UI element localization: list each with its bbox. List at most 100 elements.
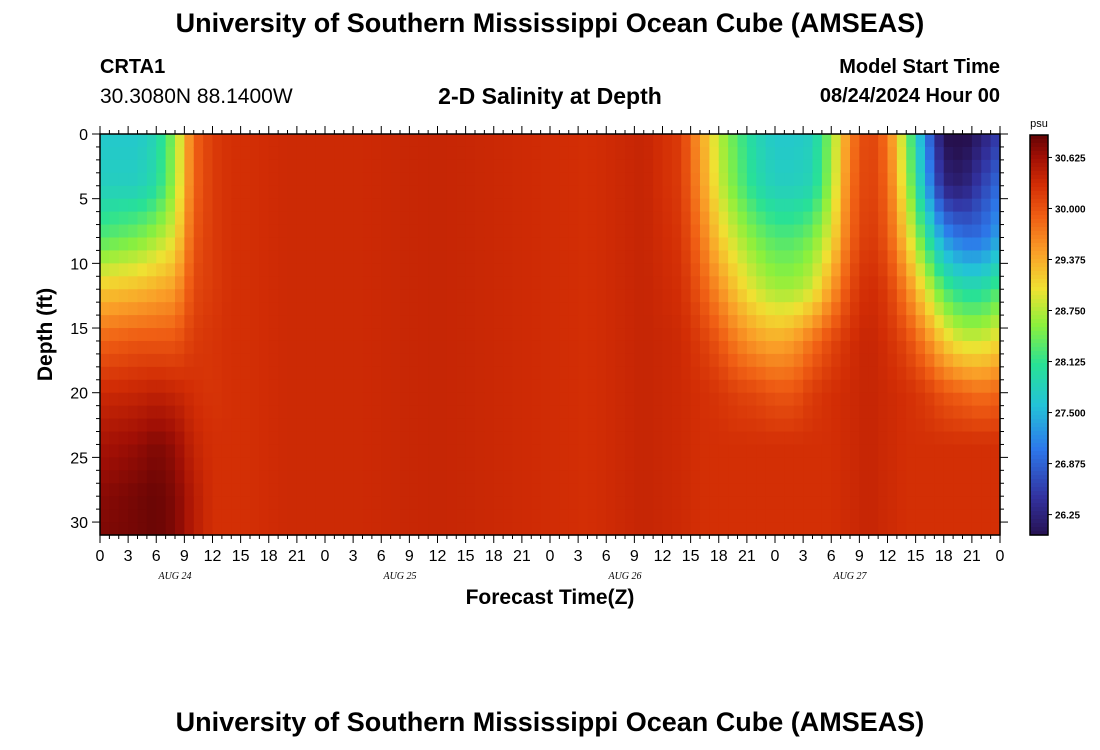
heatmap-cell: [221, 444, 232, 458]
heatmap-cell: [653, 224, 664, 239]
colorbar-segment: [1030, 271, 1048, 276]
x-tick-label: 18: [710, 548, 728, 565]
heatmap-cell: [446, 340, 457, 355]
heatmap-cell: [784, 405, 795, 420]
heatmap-cell: [521, 418, 532, 433]
heatmap-cell: [484, 263, 495, 277]
heatmap-cell: [484, 366, 495, 381]
heatmap-cell: [850, 134, 860, 148]
heatmap-cell: [418, 276, 429, 290]
heatmap-cell: [793, 379, 804, 394]
heatmap-cell: [765, 224, 776, 239]
heatmap-cell: [690, 457, 701, 471]
heatmap-cell: [268, 276, 279, 290]
heatmap-cell: [878, 392, 889, 407]
heatmap-cell: [250, 185, 260, 200]
heatmap-cell: [653, 470, 664, 484]
heatmap-cell: [728, 146, 739, 161]
heatmap-cell: [709, 353, 720, 368]
heatmap-cell: [784, 522, 795, 536]
heatmap-cell: [953, 457, 964, 471]
heatmap-cell: [943, 250, 954, 264]
heatmap-cell: [737, 146, 748, 161]
heatmap-cell: [709, 431, 720, 446]
heatmap-cell: [943, 224, 954, 239]
heatmap-cell: [606, 289, 617, 303]
heatmap-cell: [934, 366, 945, 381]
heatmap-cell: [737, 509, 748, 523]
heatmap-cell: [690, 250, 701, 264]
heatmap-cell: [353, 328, 364, 342]
heatmap-cell: [437, 366, 448, 381]
heatmap-cell: [175, 509, 185, 523]
heatmap-cell: [681, 431, 692, 446]
heatmap-cell: [428, 483, 439, 497]
x-tick-label: 21: [738, 548, 756, 565]
heatmap-cell: [578, 302, 589, 316]
heatmap-cell: [137, 146, 148, 161]
heatmap-cell: [775, 418, 785, 433]
heatmap-cell: [128, 470, 139, 484]
heatmap-cell: [550, 444, 560, 458]
heatmap-cell: [240, 444, 251, 458]
heatmap-cell: [971, 522, 982, 536]
heatmap-cell: [934, 263, 945, 277]
heatmap-cell: [737, 392, 748, 407]
heatmap-cell: [484, 522, 495, 536]
heatmap-cell: [615, 185, 626, 200]
colorbar-segment: [1030, 451, 1048, 456]
heatmap-cell: [653, 483, 664, 497]
heatmap-cell: [709, 392, 720, 407]
heatmap-cell: [840, 159, 851, 174]
heatmap-cell: [259, 198, 270, 213]
heatmap-cell: [690, 392, 701, 407]
heatmap-cell: [700, 392, 710, 407]
heatmap-cell: [896, 250, 907, 264]
heatmap-cell: [493, 289, 504, 303]
heatmap-cell: [868, 366, 879, 381]
heatmap-cell: [221, 431, 232, 446]
heatmap-cell: [550, 496, 560, 510]
heatmap-cell: [484, 509, 495, 523]
heatmap-cell: [456, 185, 467, 200]
heatmap-cell: [831, 159, 842, 174]
heatmap-cell: [146, 509, 157, 523]
heatmap-cell: [100, 211, 110, 226]
heatmap-cell: [662, 509, 673, 523]
heatmap-cell: [250, 302, 260, 316]
heatmap-cell: [850, 172, 860, 187]
heatmap-cell: [165, 483, 176, 497]
heatmap-cell: [775, 185, 785, 200]
heatmap-cell: [475, 328, 485, 342]
heatmap-cell: [362, 289, 373, 303]
heatmap-cell: [193, 353, 204, 368]
heatmap-cell: [475, 185, 485, 200]
heatmap-cell: [278, 302, 289, 316]
colorbar-segment: [1030, 371, 1048, 376]
heatmap-cell: [540, 302, 551, 316]
heatmap-cell: [250, 470, 260, 484]
heatmap-cell: [925, 211, 935, 226]
colorbar-segment: [1030, 391, 1048, 396]
heatmap-cell: [184, 496, 195, 510]
heatmap-cell: [700, 211, 710, 226]
heatmap-cell: [212, 211, 223, 226]
heatmap-cell: [306, 431, 317, 446]
heatmap-cell: [475, 237, 485, 252]
heatmap-cell: [306, 289, 317, 303]
heatmap-cell: [109, 263, 120, 277]
heatmap-cell: [934, 211, 945, 226]
heatmap-cell: [859, 224, 870, 239]
heatmap-cell: [925, 134, 935, 148]
heatmap-cell: [906, 418, 917, 433]
heatmap-cell: [268, 211, 279, 226]
heatmap-cell: [175, 185, 185, 200]
heatmap-cell: [521, 470, 532, 484]
heatmap-cell: [671, 496, 682, 510]
heatmap-cell: [325, 198, 335, 213]
heatmap-cell: [184, 302, 195, 316]
heatmap-cell: [840, 211, 851, 226]
heatmap-cell: [625, 366, 635, 381]
heatmap-cell: [146, 237, 157, 252]
heatmap-cell: [268, 405, 279, 420]
